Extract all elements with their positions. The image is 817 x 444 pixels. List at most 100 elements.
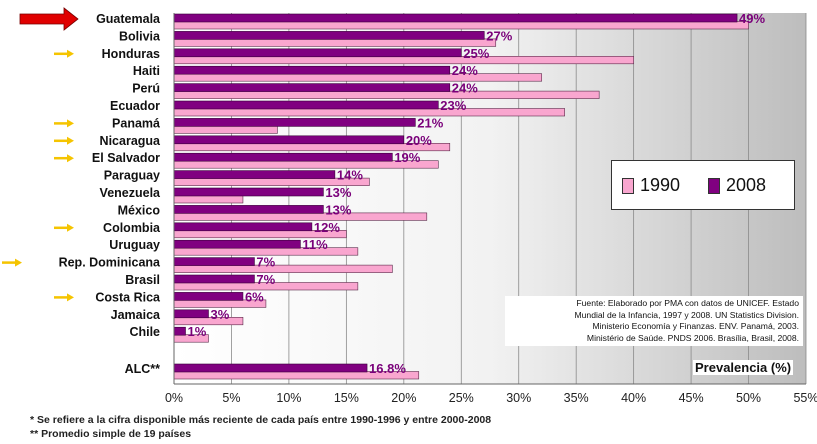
bar-1990 bbox=[173, 90, 600, 99]
yellow-arrowhead-icon bbox=[67, 293, 74, 302]
legend-label-2008: 2008 bbox=[726, 175, 767, 195]
bar-2008 bbox=[173, 65, 451, 75]
bar-2008 bbox=[173, 187, 324, 197]
legend-item-1990: 1990 bbox=[622, 175, 680, 196]
red-arrow-icon bbox=[19, 7, 79, 31]
category-label: Paraguay bbox=[104, 169, 160, 183]
category-label: Guatemala bbox=[96, 12, 161, 26]
source-line: Ministerio Economía y Finanzas. ENV. Pan… bbox=[592, 321, 799, 332]
data-label: 20% bbox=[406, 133, 432, 148]
bar-1990 bbox=[173, 212, 428, 221]
data-label: 24% bbox=[452, 63, 478, 78]
data-label: 12% bbox=[314, 220, 340, 235]
legend: 1990 2008 bbox=[611, 160, 795, 210]
category-label: Rep. Dominicana bbox=[59, 256, 161, 270]
category-label: Colombia bbox=[103, 221, 161, 235]
bar-2008 bbox=[173, 118, 416, 127]
footnote-1: * Se refiere a la cifra disponible más r… bbox=[30, 414, 492, 426]
category-label: Nicaragua bbox=[100, 134, 161, 148]
data-labels: 49% 27% 25% 24% 24% 23% 21% 20% 19% 14% 13% 13% 12% 1… bbox=[187, 11, 765, 376]
bar-2008 bbox=[173, 292, 244, 301]
x-tick-label: 40% bbox=[621, 391, 646, 405]
category-label: Chile bbox=[129, 325, 160, 339]
category-label: Perú bbox=[132, 82, 160, 96]
bar-2008 bbox=[173, 13, 738, 23]
data-label: 13% bbox=[325, 202, 351, 217]
data-label: 24% bbox=[452, 81, 478, 96]
bar-1990 bbox=[173, 55, 634, 65]
yellow-arrowhead-icon bbox=[67, 223, 74, 232]
data-label: 16.8% bbox=[369, 361, 406, 376]
bar-2008 bbox=[173, 135, 405, 145]
category-label: El Salvador bbox=[92, 151, 160, 165]
bar-2008 bbox=[173, 239, 301, 249]
source-line: Ministério de Saúde. PNDS 2006. Brasília… bbox=[586, 332, 799, 343]
bar-2008 bbox=[173, 205, 324, 214]
bar-1990 bbox=[173, 73, 543, 82]
category-label: Ecuador bbox=[110, 99, 160, 113]
category-label: Haiti bbox=[133, 64, 160, 78]
yellow-arrowhead-icon bbox=[67, 49, 74, 58]
bar-1990 bbox=[173, 108, 565, 117]
bar-2008 bbox=[173, 170, 336, 179]
data-label: 19% bbox=[394, 150, 420, 165]
bar-2008 bbox=[173, 326, 186, 336]
category-label: Honduras bbox=[102, 47, 160, 61]
source-line: Fuente: Elaborado por PMA con datos de U… bbox=[576, 298, 799, 308]
category-label: Brasil bbox=[125, 273, 160, 287]
bar-2008 bbox=[173, 274, 255, 284]
x-tick-label: 25% bbox=[449, 391, 474, 405]
x-tick-label: 30% bbox=[506, 391, 531, 405]
bar-2008 bbox=[173, 83, 451, 92]
x-tick-label: 15% bbox=[334, 391, 359, 405]
data-label: 14% bbox=[337, 168, 363, 183]
data-label: 13% bbox=[325, 185, 351, 200]
data-label: 27% bbox=[486, 28, 512, 43]
x-tick-label: 0% bbox=[165, 391, 183, 405]
source-note: Fuente: Elaborado por PMA con datos de U… bbox=[505, 296, 803, 347]
bar-2008 bbox=[173, 100, 439, 110]
data-label: 7% bbox=[256, 255, 275, 270]
bar-1990 bbox=[173, 125, 278, 134]
bar-2008 bbox=[173, 257, 255, 266]
legend-item-2008: 2008 bbox=[708, 175, 766, 196]
yellow-arrowhead-icon bbox=[67, 119, 74, 128]
data-label: 49% bbox=[739, 11, 765, 26]
category-labels: Guatemala Bolivia Honduras Haiti Perú Ecuador… bbox=[59, 12, 161, 376]
source-line: Mundial de la Infancia, 1997 y 2008. UN … bbox=[574, 309, 799, 320]
category-label: Venezuela bbox=[100, 186, 161, 200]
category-label: Uruguay bbox=[109, 238, 160, 252]
x-tick-label: 5% bbox=[222, 391, 240, 405]
category-label: ALC** bbox=[125, 362, 161, 376]
x-tick-labels: 0% 5% 10% 15% 20% 25% 30% 35% 40% 45% 50% 55% bbox=[165, 391, 817, 405]
bar-1990 bbox=[173, 38, 497, 47]
x-tick-label: 35% bbox=[564, 391, 589, 405]
bar-1990 bbox=[173, 316, 244, 326]
data-label: 25% bbox=[463, 46, 489, 61]
footnote-2: ** Promedio simple de 19 países bbox=[30, 428, 192, 440]
data-label: 11% bbox=[302, 237, 328, 252]
yellow-arrowhead-icon bbox=[67, 136, 74, 145]
data-label: 7% bbox=[256, 272, 275, 287]
category-label: Jamaica bbox=[111, 308, 161, 322]
legend-swatch-2008 bbox=[708, 177, 720, 194]
x-tick-label: 20% bbox=[391, 391, 416, 405]
bar-2008 bbox=[173, 222, 313, 232]
data-label: 23% bbox=[440, 98, 466, 113]
x-axis-title: Prevalencia (%) bbox=[693, 360, 794, 375]
x-tick-label: 50% bbox=[736, 391, 761, 405]
bar-2008 bbox=[173, 363, 368, 373]
highlight-arrows bbox=[2, 7, 79, 302]
data-label: 1% bbox=[187, 324, 206, 339]
data-label: 3% bbox=[210, 307, 229, 322]
bar-2008 bbox=[173, 309, 209, 319]
category-label: Bolivia bbox=[119, 29, 161, 43]
bar-2008 bbox=[173, 48, 462, 58]
x-tick-label: 45% bbox=[679, 391, 704, 405]
category-label: Costa Rica bbox=[95, 290, 161, 304]
category-label: Panamá bbox=[112, 116, 160, 130]
yellow-arrowhead-icon bbox=[67, 154, 74, 163]
yellow-arrowhead-icon bbox=[15, 258, 22, 267]
data-label: 6% bbox=[245, 289, 264, 304]
